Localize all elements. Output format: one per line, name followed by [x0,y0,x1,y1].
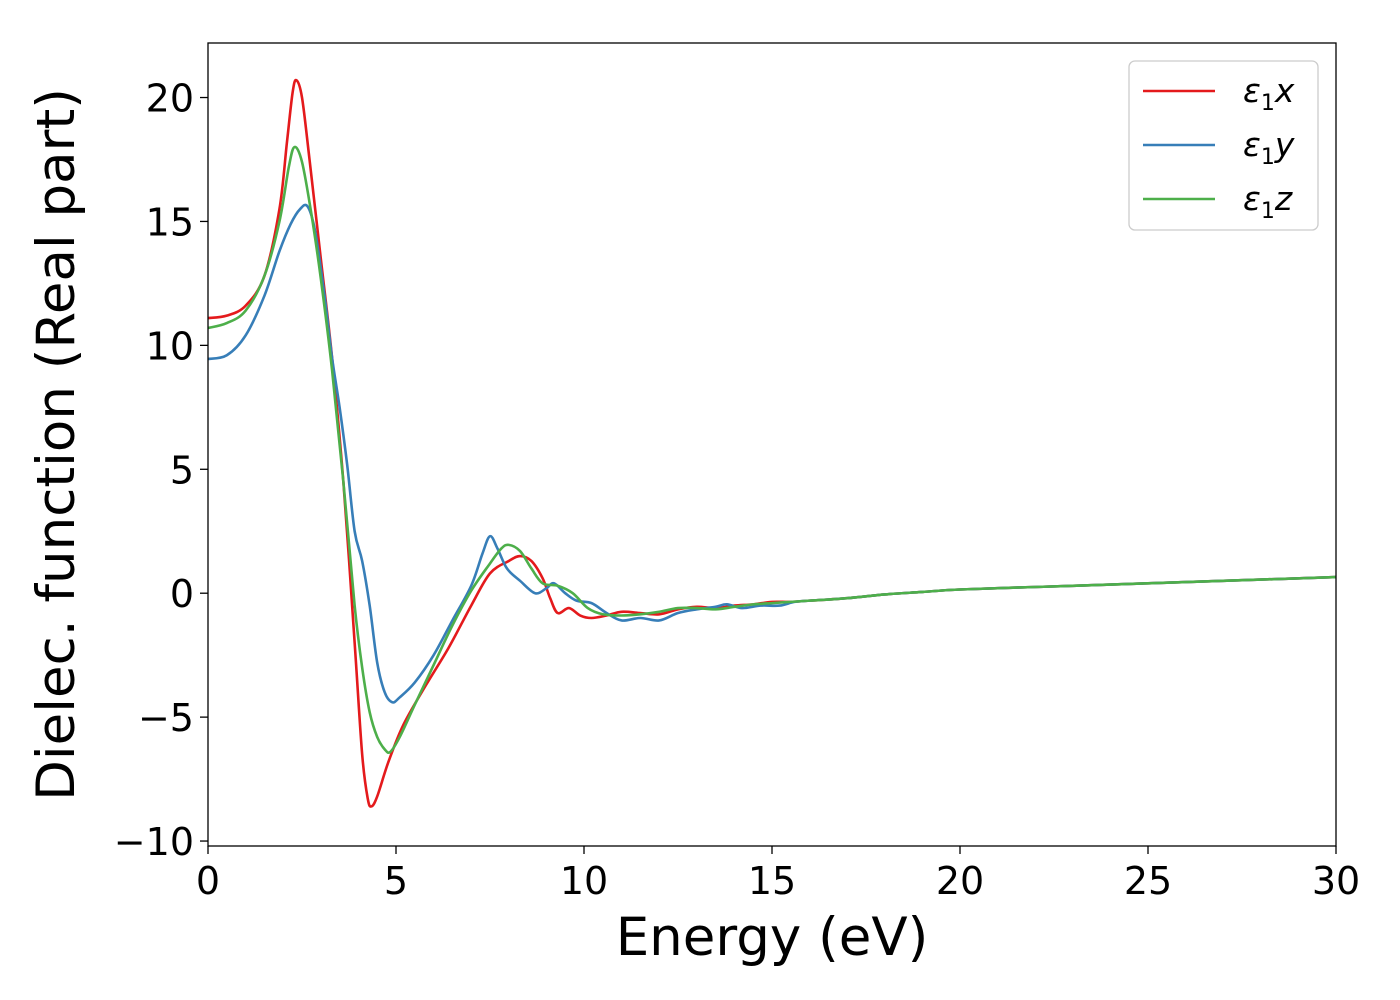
x-tick-label: 15 [748,859,796,903]
legend-component: x [1274,71,1295,110]
legend-box [1128,60,1319,231]
series-line-y [208,203,1336,704]
legend-component: z [1274,179,1293,218]
x-tick-label: 5 [384,859,408,903]
x-tick-label: 10 [560,859,608,903]
legend-subscript: 1 [1261,199,1275,224]
y-axis: −10 −5 0 5 10 15 20 [114,77,208,864]
y-tick-label: 10 [146,324,194,368]
y-tick-label: 5 [170,448,194,492]
y-tick-label: −5 [138,696,194,740]
y-tick-label: 0 [170,572,194,616]
x-axis-label: Energy (eV) [616,907,929,968]
x-axis: 0 5 10 15 20 25 30 [196,846,1360,903]
legend-symbol: ε [1243,179,1261,218]
y-tick-label: 20 [146,77,194,121]
legend-label-z: ε1z [1243,179,1293,224]
series-line-z [208,145,1336,754]
x-tick-label: 30 [1312,859,1360,903]
x-tick-label: 25 [1124,859,1172,903]
legend-component: y [1274,125,1295,164]
legend-symbol: ε [1243,125,1261,164]
series-layer [208,78,1336,808]
x-tick-label: 20 [936,859,984,903]
legend-label-y: ε1y [1243,125,1295,170]
legend-symbol: ε [1243,71,1261,110]
y-tick-label: −10 [114,820,194,864]
legend-label-x: ε1x [1243,71,1295,116]
x-tick-label: 0 [196,859,220,903]
y-axis-label: Dielec. function (Real part) [26,88,87,801]
y-tick-label: 15 [146,200,194,244]
legend-subscript: 1 [1261,145,1275,170]
legend-subscript: 1 [1261,91,1275,116]
